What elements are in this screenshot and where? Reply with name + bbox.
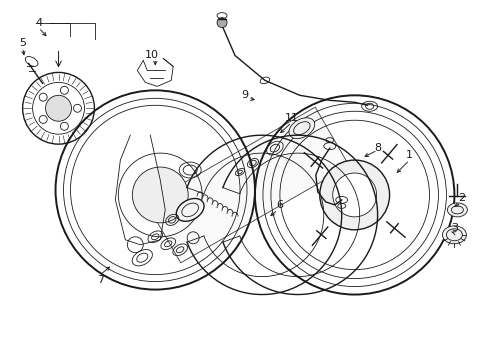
Text: 6: 6 [276, 200, 283, 210]
Circle shape [132, 167, 188, 223]
Text: 2: 2 [457, 193, 464, 203]
Text: 10: 10 [145, 50, 159, 60]
Circle shape [217, 18, 226, 28]
Text: 3: 3 [450, 223, 457, 233]
Circle shape [319, 160, 389, 230]
Text: 9: 9 [241, 90, 248, 100]
Ellipse shape [442, 226, 466, 244]
Ellipse shape [288, 118, 314, 139]
Polygon shape [146, 107, 348, 263]
Text: 5: 5 [19, 37, 26, 48]
Text: 11: 11 [285, 113, 298, 123]
Circle shape [332, 173, 376, 217]
Text: 1: 1 [405, 150, 412, 160]
Text: 8: 8 [373, 143, 381, 153]
Text: 4: 4 [35, 18, 42, 28]
Ellipse shape [176, 198, 203, 221]
Ellipse shape [447, 203, 467, 217]
Circle shape [45, 95, 71, 121]
Text: 7: 7 [97, 275, 104, 285]
